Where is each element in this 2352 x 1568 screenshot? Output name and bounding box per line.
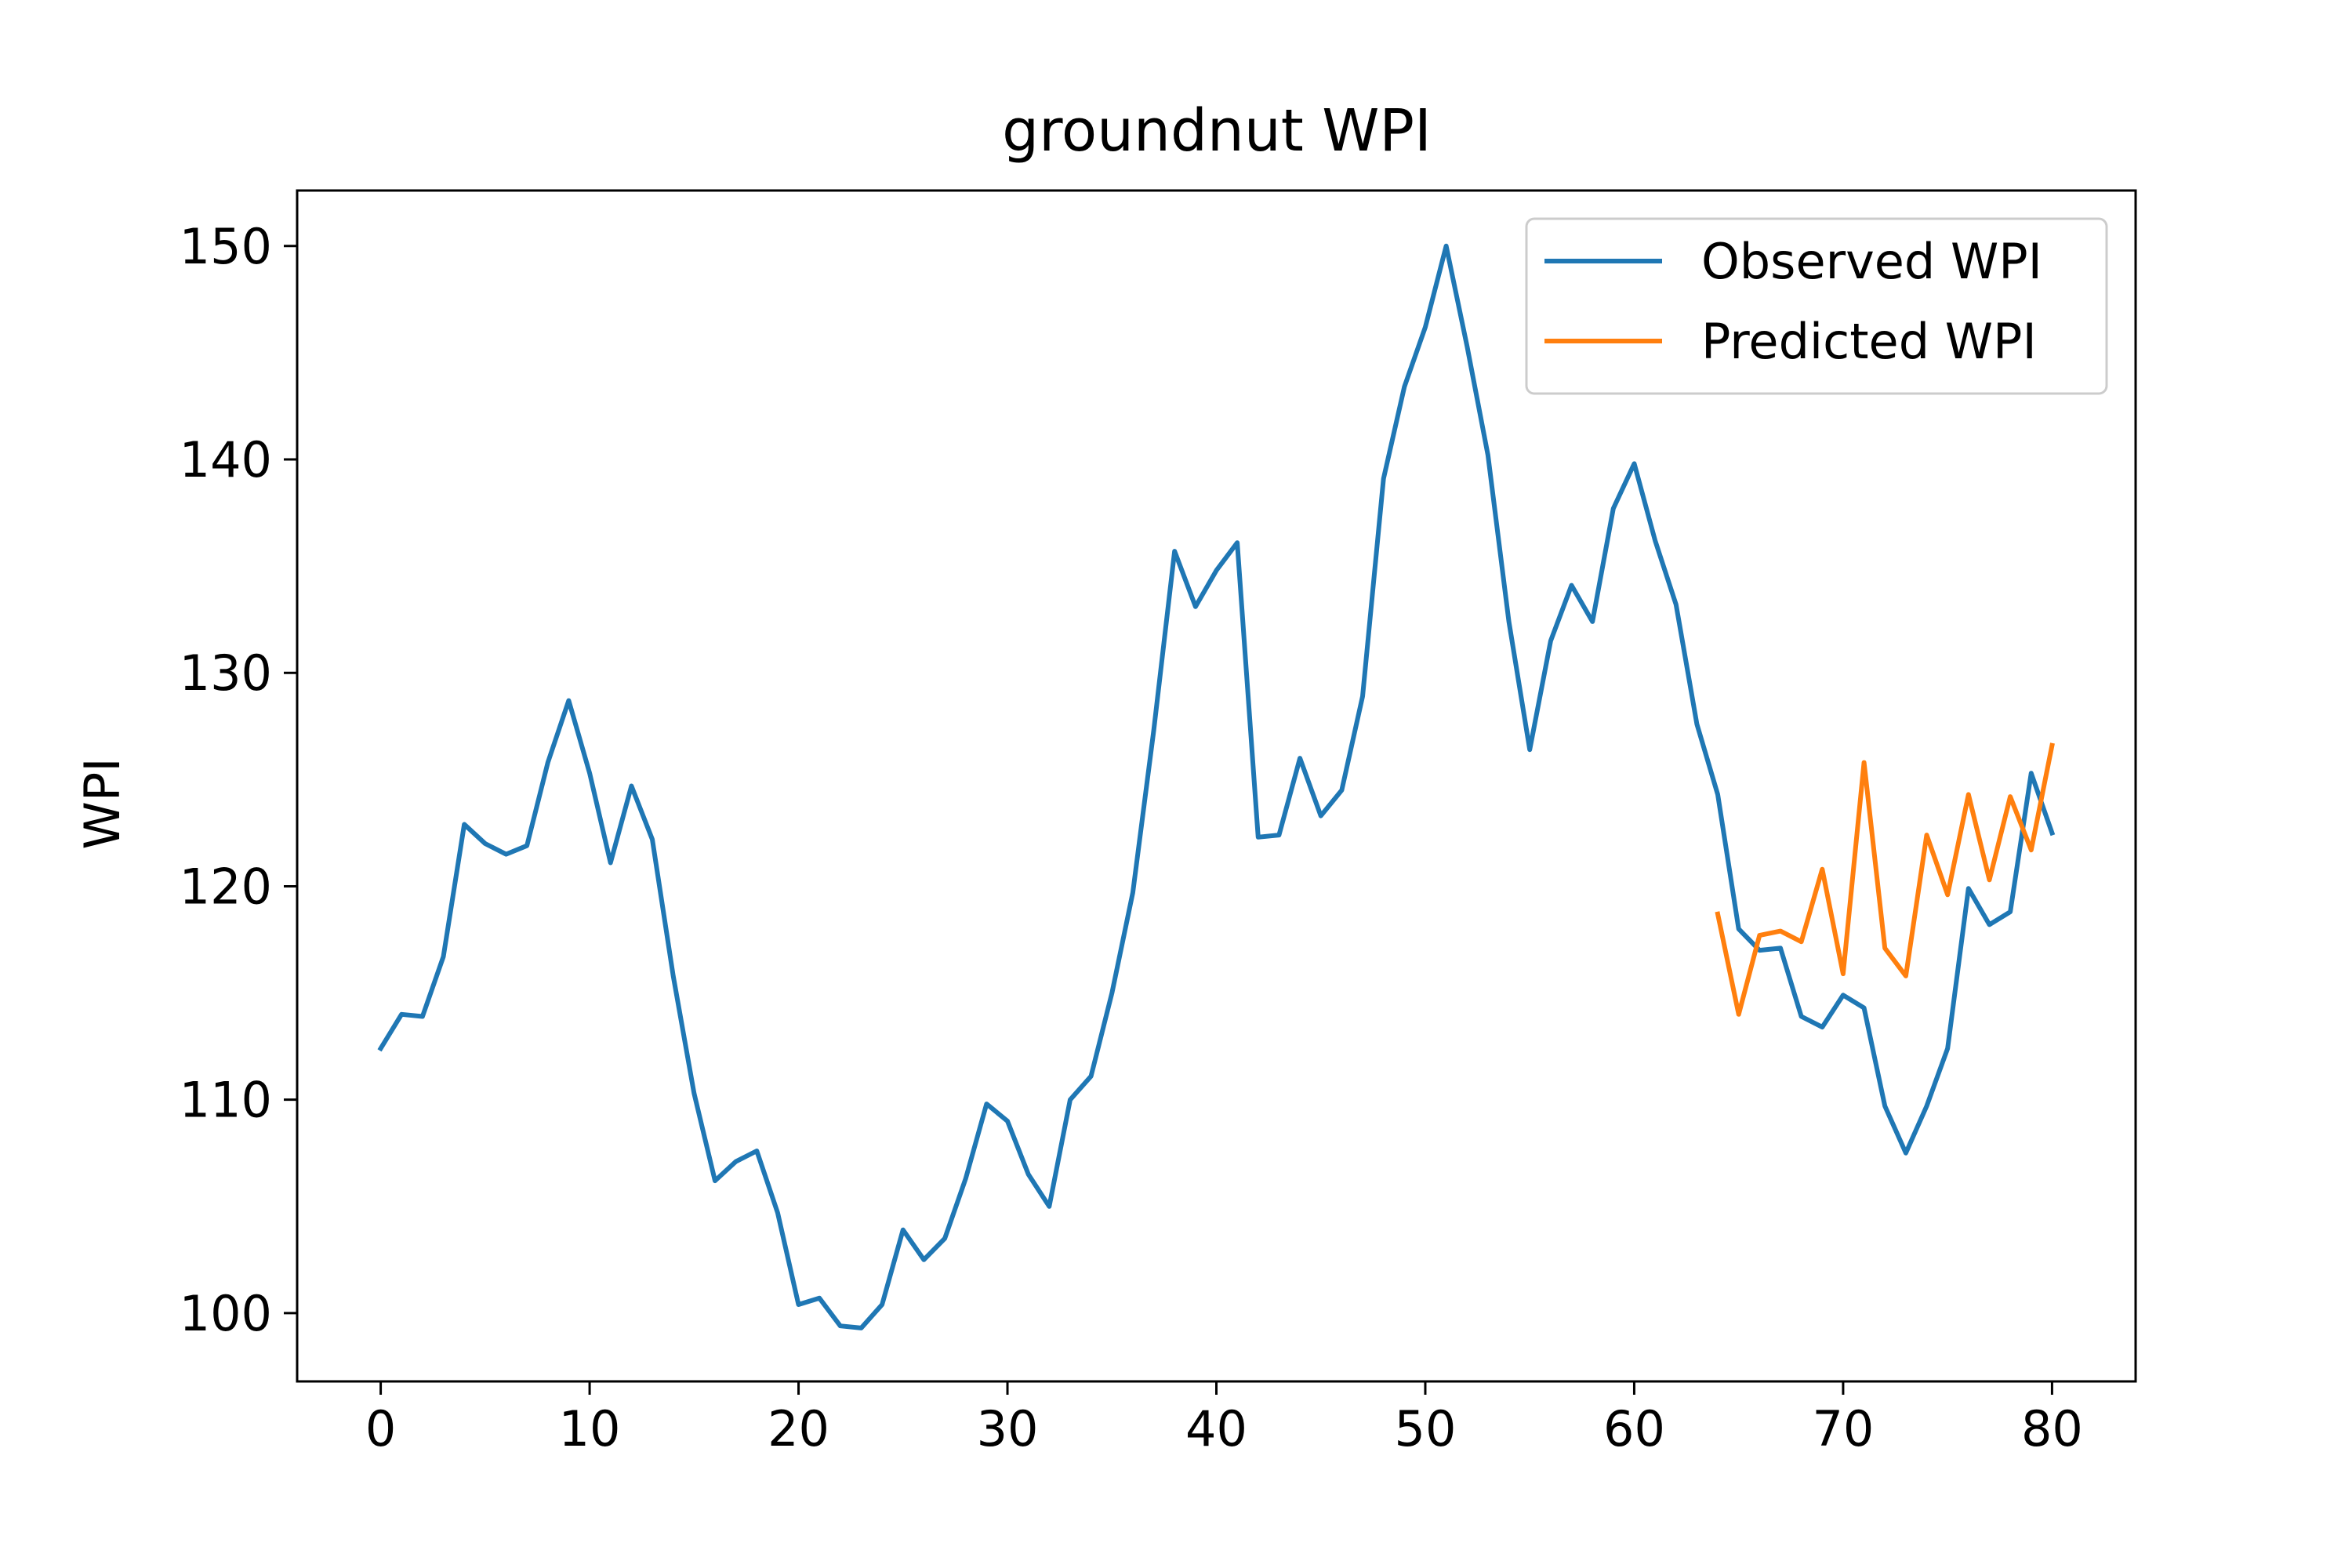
legend-label-predicted: Predicted WPI <box>1701 313 2037 370</box>
x-tick-label: 60 <box>1603 1400 1665 1457</box>
plot-area <box>377 243 2056 1330</box>
x-tick-label: 40 <box>1185 1400 1247 1457</box>
legend: Observed WPI Predicted WPI <box>1525 217 2108 395</box>
y-tick-label: 130 <box>180 644 272 702</box>
chart-title: groundnut WPI <box>1002 97 1432 165</box>
x-tick-label: 30 <box>977 1400 1039 1457</box>
x-tick-label: 10 <box>559 1400 621 1457</box>
series-line-predicted <box>1715 742 2055 1017</box>
y-tick-label: 110 <box>180 1072 272 1129</box>
x-tick-label: 80 <box>2021 1400 2083 1457</box>
x-tick-label: 50 <box>1395 1400 1457 1457</box>
x-tick-label: 20 <box>768 1400 829 1457</box>
series-line-observed <box>377 243 2056 1330</box>
y-axis: 100 110 120 130 140 150 <box>180 218 297 1342</box>
y-axis-label: WPI <box>74 758 131 850</box>
x-axis: 0 10 20 30 40 50 60 70 80 <box>365 1381 2083 1457</box>
y-tick-label: 120 <box>180 858 272 915</box>
y-tick-label: 100 <box>180 1285 272 1342</box>
y-tick-label: 140 <box>180 431 272 488</box>
legend-box <box>1525 217 2108 395</box>
x-tick-label: 0 <box>365 1400 396 1457</box>
y-tick-label: 150 <box>180 218 272 275</box>
x-tick-label: 70 <box>1812 1400 1874 1457</box>
legend-label-observed: Observed WPI <box>1701 233 2042 290</box>
